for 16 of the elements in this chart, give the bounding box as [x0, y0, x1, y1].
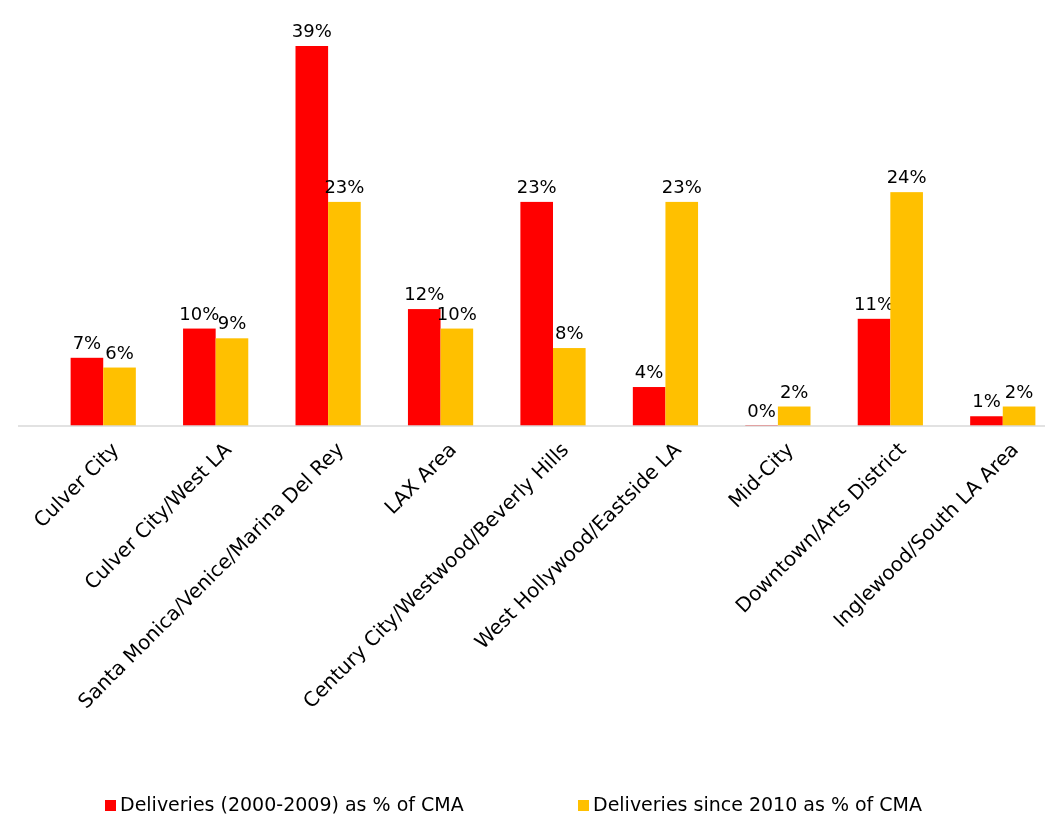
legend-label: Deliveries (2000-2009) as % of CMA — [120, 793, 464, 815]
data-label: 39% — [291, 20, 332, 41]
data-label: 1% — [972, 390, 1001, 412]
data-label: 23% — [661, 175, 702, 197]
data-label: 4% — [634, 361, 664, 383]
legend-label: Deliveries since 2010 as % of CMA — [593, 793, 923, 815]
data-label: 7% — [72, 331, 102, 353]
data-label: 8% — [555, 322, 584, 344]
data-label: 23% — [516, 175, 557, 197]
data-label: 10% — [179, 302, 220, 324]
data-label: 2% — [1004, 380, 1034, 402]
data-label: 12% — [404, 283, 445, 305]
data-label: 6% — [105, 341, 134, 363]
data-label: 0% — [747, 400, 776, 421]
data-label: 2% — [779, 380, 809, 402]
data-label: 24% — [886, 166, 927, 188]
